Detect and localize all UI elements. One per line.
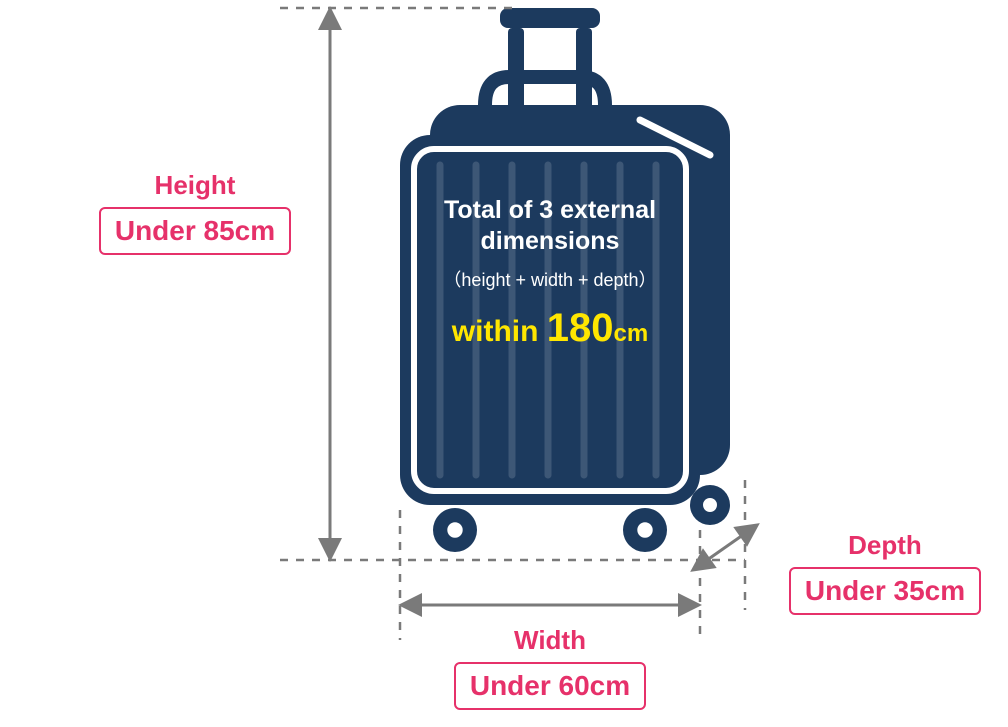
center-line3: within 180cm bbox=[405, 306, 695, 351]
width-label-block: Width Under 60cm bbox=[440, 625, 660, 710]
height-title: Height bbox=[95, 170, 295, 201]
depth-value: Under 35cm bbox=[789, 567, 981, 615]
center-line2: （height + width + depth） bbox=[405, 266, 695, 292]
telescopic-handle-bar bbox=[500, 8, 600, 28]
wheel-hub bbox=[447, 522, 462, 537]
depth-title: Depth bbox=[780, 530, 990, 561]
depth-arrow bbox=[700, 530, 750, 565]
wheel-hub bbox=[703, 498, 717, 512]
center-unit: cm bbox=[614, 320, 649, 347]
center-number: 180 bbox=[547, 306, 614, 350]
height-label-block: Height Under 85cm bbox=[95, 170, 295, 255]
width-value: Under 60cm bbox=[454, 662, 646, 710]
depth-label-block: Depth Under 35cm bbox=[780, 530, 990, 615]
center-line1: Total of 3 external dimensions bbox=[405, 195, 695, 258]
luggage-diagram bbox=[0, 0, 1008, 727]
center-text-block: Total of 3 external dimensions （height +… bbox=[405, 195, 695, 351]
width-title: Width bbox=[440, 625, 660, 656]
center-prefix: within bbox=[452, 315, 547, 348]
height-value: Under 85cm bbox=[99, 207, 291, 255]
wheel-hub bbox=[637, 522, 652, 537]
